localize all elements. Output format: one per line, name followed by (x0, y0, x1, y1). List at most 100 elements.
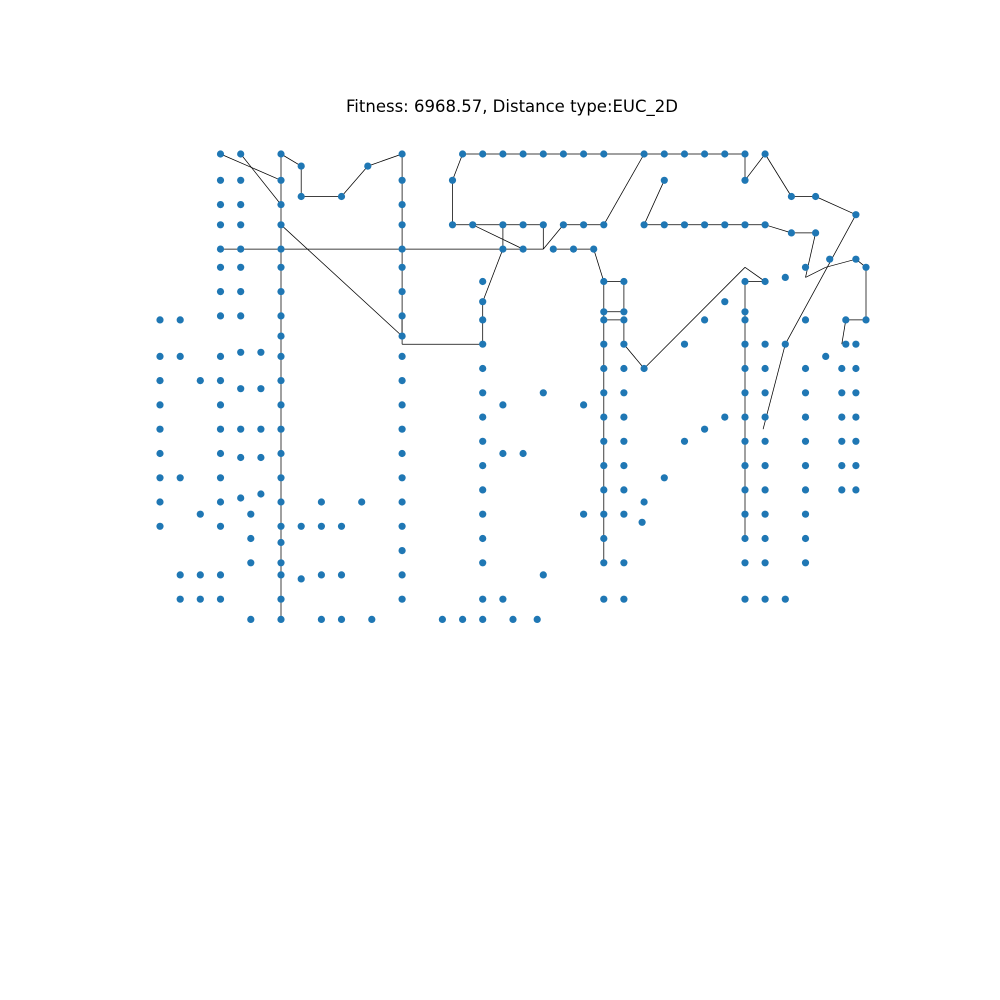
city-node (533, 615, 541, 624)
city-node (620, 413, 628, 421)
city-node (216, 449, 225, 458)
city-node (297, 192, 305, 201)
city-node (216, 498, 225, 506)
city-node (277, 595, 285, 603)
city-node (801, 437, 810, 445)
city-node (838, 486, 846, 494)
city-node (358, 498, 366, 506)
city-node (801, 510, 810, 518)
city-node (216, 377, 225, 385)
city-node (277, 449, 285, 458)
city-node (781, 595, 789, 603)
city-node (277, 332, 285, 340)
city-node (600, 221, 608, 229)
city-node (600, 559, 608, 567)
city-node (398, 201, 406, 209)
city-node (721, 221, 729, 229)
city-node (398, 150, 406, 158)
city-node (761, 437, 769, 445)
city-node (459, 615, 467, 624)
tour-edge (603, 153, 645, 225)
city-node (590, 245, 598, 253)
city-node (438, 615, 446, 624)
city-node (459, 150, 467, 158)
city-node (176, 352, 184, 360)
city-node (277, 377, 285, 385)
city-node (398, 449, 406, 458)
city-node (826, 255, 834, 263)
city-node (787, 229, 796, 237)
tour-edge (280, 153, 302, 167)
city-node (640, 498, 648, 506)
city-node (549, 245, 557, 253)
city-node (701, 221, 709, 229)
city-node (721, 298, 729, 306)
city-node (398, 221, 406, 229)
city-node (741, 308, 749, 316)
city-node (176, 474, 184, 482)
city-node (499, 401, 507, 409)
tour-edge (764, 224, 792, 234)
tour-edge (643, 180, 665, 225)
city-node (852, 255, 860, 263)
city-node (156, 377, 164, 385)
city-node (721, 150, 729, 158)
city-node (812, 192, 820, 201)
city-node (247, 559, 255, 567)
city-node (297, 162, 305, 170)
city-node (317, 615, 325, 624)
city-node (620, 437, 628, 445)
city-node (237, 150, 245, 158)
city-node (216, 221, 225, 229)
city-node (620, 364, 628, 373)
city-node (741, 364, 749, 373)
city-node (216, 522, 225, 530)
city-node (277, 425, 285, 433)
city-node (822, 352, 830, 360)
city-node (337, 571, 346, 579)
city-node (852, 462, 860, 470)
city-node (600, 437, 608, 445)
tour-edge (482, 248, 504, 302)
tour-edge (805, 266, 826, 278)
city-node (580, 221, 588, 229)
city-node (237, 176, 245, 184)
city-node (620, 389, 628, 397)
city-node (216, 474, 225, 482)
tour-edge (452, 153, 463, 181)
city-node (479, 462, 487, 470)
city-node (801, 462, 810, 470)
city-node (398, 312, 406, 320)
city-node (801, 534, 810, 543)
city-node (277, 571, 285, 579)
city-node (761, 486, 769, 494)
city-node (680, 340, 689, 348)
city-node (838, 437, 846, 445)
city-node (297, 575, 305, 583)
tour-edge (841, 319, 847, 345)
tour-edge (341, 165, 369, 197)
city-node (519, 245, 527, 253)
city-node (297, 522, 305, 530)
city-node (761, 221, 769, 229)
city-node (479, 316, 487, 324)
city-node (741, 559, 749, 567)
city-node (156, 498, 164, 506)
city-node (277, 538, 285, 547)
city-node (247, 615, 255, 624)
city-node (638, 518, 646, 526)
city-node (479, 510, 487, 518)
city-node (479, 486, 487, 494)
city-node (277, 201, 285, 209)
city-node (741, 437, 749, 445)
city-node (317, 522, 325, 530)
city-node (620, 316, 628, 324)
tour-edge (240, 153, 282, 205)
city-node (237, 348, 245, 356)
city-node (196, 510, 204, 518)
city-node (620, 340, 628, 348)
city-node (801, 413, 810, 421)
city-node (761, 150, 769, 158)
